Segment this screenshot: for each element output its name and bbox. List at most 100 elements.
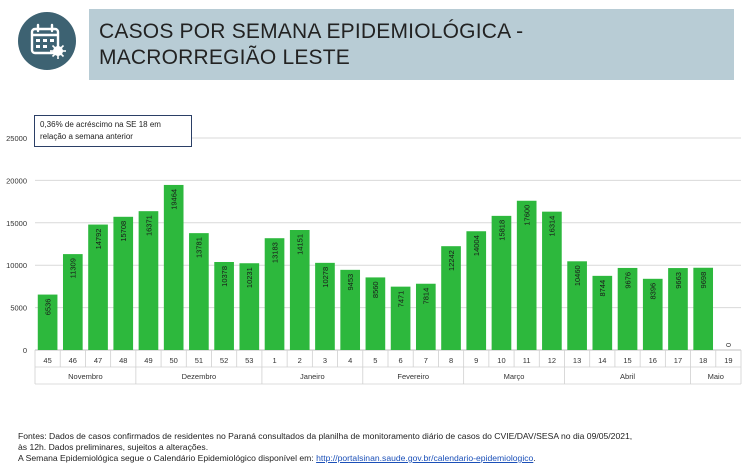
bar [441, 246, 461, 350]
bar-chart: 0500010000150002000025000653645113094614… [6, 134, 742, 385]
data-label: 11309 [69, 258, 78, 278]
x-tick-label: 19 [724, 356, 732, 365]
x-tick-label: 52 [220, 356, 228, 365]
title-banner: CASOS POR SEMANA EPIDEMIOLÓGICA - MACROR… [89, 9, 734, 80]
bar [113, 216, 134, 350]
bar [138, 211, 159, 350]
bar [491, 215, 512, 350]
data-label: 14792 [94, 229, 103, 250]
footer-line-1: Fontes: Dados de casos confirmados de re… [18, 431, 633, 441]
x-tick-label: 47 [94, 356, 102, 365]
data-label: 14151 [296, 234, 305, 255]
bar [189, 233, 209, 350]
bar [214, 261, 234, 350]
data-label: 16314 [548, 216, 557, 237]
data-label: 10231 [245, 267, 254, 288]
bar [516, 200, 537, 350]
x-tick-label: 11 [523, 356, 531, 365]
x-tick-label: 10 [497, 356, 505, 365]
bar [542, 211, 562, 350]
data-label: 15708 [119, 221, 128, 242]
x-tick-label: 53 [245, 356, 253, 365]
data-label: 9453 [346, 274, 355, 291]
footer-notes: Fontes: Dados de casos confirmados de re… [18, 431, 632, 464]
footer-line-2: às 12h. Dados preliminares, sujeitos a a… [18, 442, 209, 452]
bar [668, 268, 688, 350]
footer-line-3-prefix: A Semana Epidemiológica segue o Calendár… [18, 453, 317, 463]
x-tick-label: 46 [69, 356, 77, 365]
data-label: 13183 [270, 242, 279, 263]
bar [617, 267, 638, 350]
bar [693, 267, 714, 350]
bar [340, 269, 361, 350]
calendar-link[interactable]: http://portalsinan.saude.gov.br/calendar… [316, 453, 534, 463]
x-tick-label: 8 [449, 356, 453, 365]
data-label: 0 [724, 343, 733, 347]
bar [62, 254, 83, 350]
y-tick-label: 5000 [10, 304, 27, 313]
data-label: 15818 [497, 220, 506, 241]
x-tick-label: 17 [674, 356, 682, 365]
month-label: Fevereiro [397, 372, 429, 381]
annotation-text: 0,36% de acréscimo na SE 18 em relação a… [40, 120, 161, 141]
x-tick-label: 15 [623, 356, 631, 365]
data-label: 10278 [321, 267, 330, 288]
data-label: 9698 [699, 272, 708, 289]
data-label: 17600 [522, 205, 531, 226]
data-label: 10460 [573, 265, 582, 286]
annotation-box: 0,36% de acréscimo na SE 18 em relação a… [34, 115, 192, 147]
bar [163, 184, 184, 350]
data-label: 16371 [144, 215, 153, 236]
y-tick-label: 10000 [6, 261, 27, 270]
x-tick-label: 5 [373, 356, 377, 365]
x-tick-label: 12 [548, 356, 556, 365]
y-tick-label: 15000 [6, 219, 27, 228]
data-label: 10378 [220, 266, 229, 287]
bar [37, 294, 58, 350]
footer-line-3-suffix: . [533, 453, 536, 463]
y-tick-label: 20000 [6, 176, 27, 185]
data-label: 9676 [623, 272, 632, 289]
y-tick-label: 0 [23, 346, 27, 355]
month-label: Novembro [68, 372, 103, 381]
bar [592, 275, 613, 350]
x-tick-label: 50 [170, 356, 178, 365]
data-label: 8560 [371, 281, 380, 298]
x-tick-label: 3 [323, 356, 327, 365]
y-tick-label: 25000 [6, 134, 27, 143]
bar [466, 231, 487, 350]
bar [415, 283, 436, 350]
bar [289, 229, 310, 350]
bar [642, 278, 663, 350]
data-label: 7471 [396, 291, 405, 308]
data-label: 19464 [169, 189, 178, 210]
month-label: Janeiro [300, 372, 325, 381]
data-label: 8744 [598, 280, 607, 297]
x-tick-label: 16 [649, 356, 657, 365]
month-label: Março [504, 372, 525, 381]
x-tick-label: 45 [43, 356, 51, 365]
bar [315, 262, 335, 350]
data-label: 8396 [649, 283, 658, 300]
data-label: 13781 [195, 237, 204, 258]
data-label: 7814 [422, 288, 431, 305]
x-tick-label: 7 [424, 356, 428, 365]
x-tick-label: 6 [399, 356, 403, 365]
x-tick-label: 13 [573, 356, 581, 365]
month-label: Abril [620, 372, 635, 381]
calendar-virus-icon [18, 12, 76, 70]
bar [567, 261, 587, 350]
bar [390, 286, 411, 350]
x-tick-label: 51 [195, 356, 203, 365]
x-tick-label: 14 [598, 356, 606, 365]
x-tick-label: 18 [699, 356, 707, 365]
footer-line-3: A Semana Epidemiológica segue o Calendár… [18, 453, 632, 464]
data-label: 6536 [43, 299, 52, 316]
month-label: Maio [708, 372, 724, 381]
x-tick-label: 9 [474, 356, 478, 365]
x-tick-label: 1 [272, 356, 276, 365]
data-label: 12242 [447, 250, 456, 271]
data-label: 14004 [472, 235, 481, 256]
page-title: CASOS POR SEMANA EPIDEMIOLÓGICA - MACROR… [99, 20, 524, 69]
x-tick-label: 49 [144, 356, 152, 365]
